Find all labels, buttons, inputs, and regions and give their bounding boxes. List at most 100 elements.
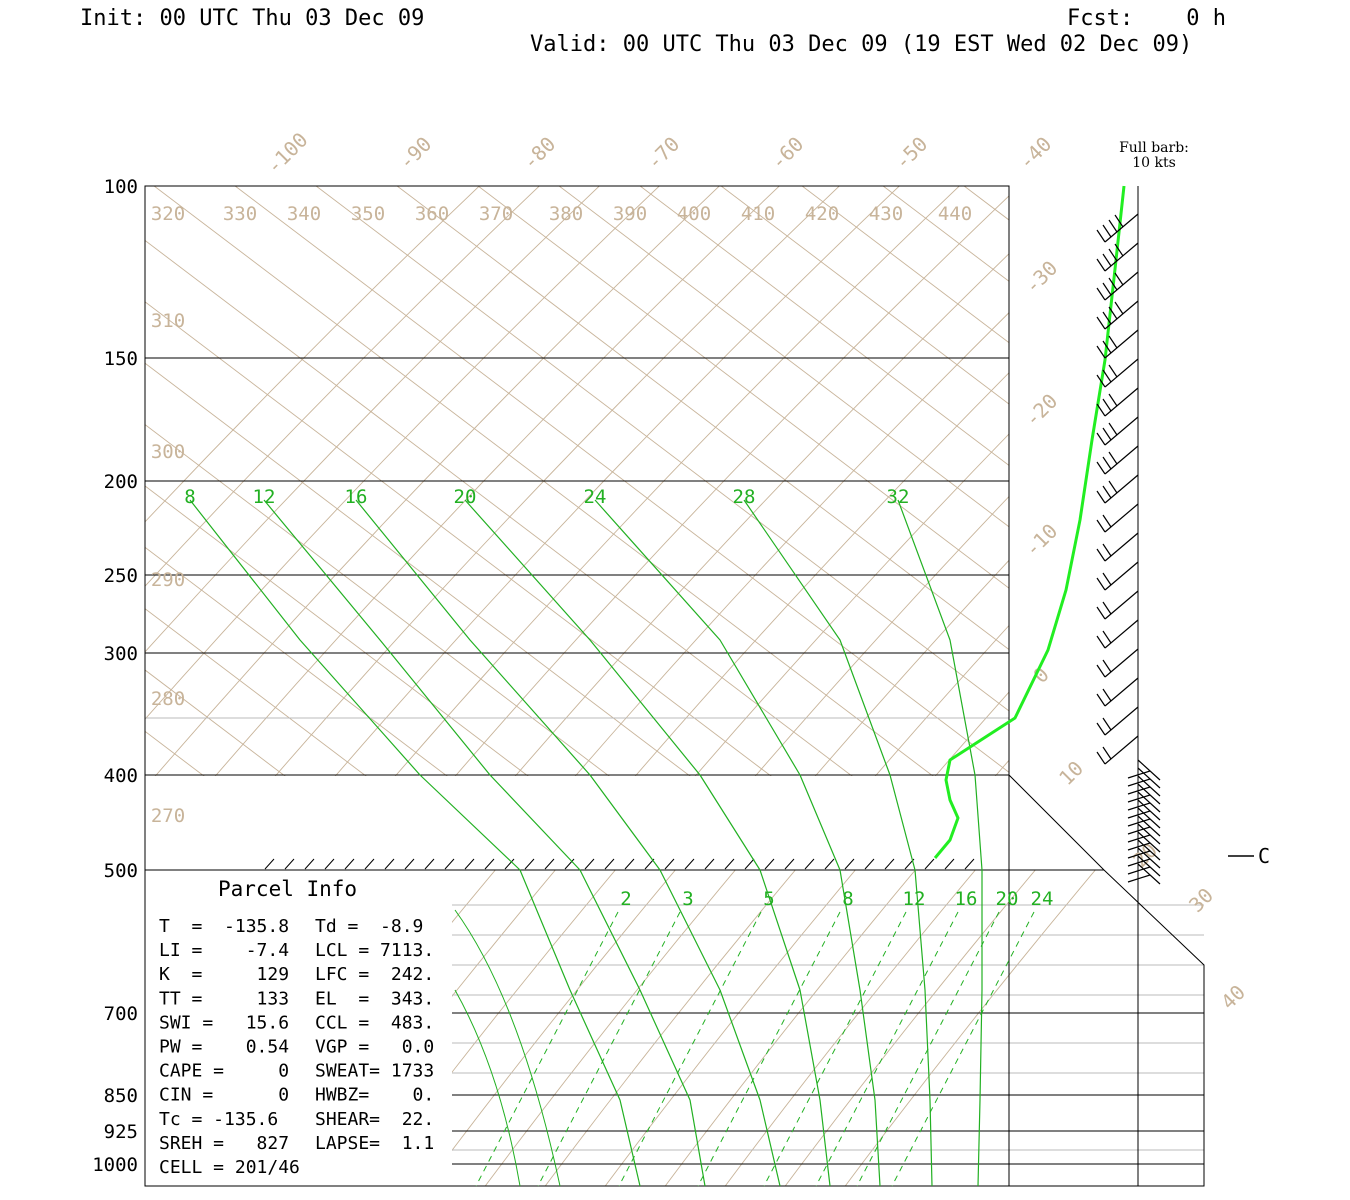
- moist-adiabat-8: [189, 499, 641, 1187]
- parcel-info-right-8: SHEAR= 22.: [315, 1109, 434, 1130]
- wind-barb: [1096, 735, 1139, 765]
- hatch-mark: [764, 858, 775, 870]
- mixing-ratio-line-20: [856, 911, 1000, 1187]
- hatch-mark: [604, 858, 615, 870]
- parcel-info-right-2: LFC = 242.: [315, 964, 434, 985]
- wind-barb: [1127, 831, 1161, 853]
- isotherm-label--90: -90: [394, 132, 437, 175]
- hatch-mark: [684, 858, 695, 870]
- hatch-mark: [364, 858, 375, 870]
- pressure-label-1000: 1000: [92, 1154, 138, 1176]
- isotherm-label-40: 40: [1216, 980, 1250, 1014]
- parcel-info-left-2: K = 129: [159, 964, 289, 985]
- isotherm-label--10: -10: [1020, 519, 1063, 562]
- wind-barb: [1096, 300, 1139, 330]
- theta-label-290: 290: [151, 569, 185, 591]
- theta-label-280: 280: [151, 688, 185, 710]
- mixing-ratio-line-5: [618, 911, 762, 1187]
- moist-adiabat-label-20: 20: [454, 486, 477, 508]
- theta-label-320: 320: [151, 203, 185, 225]
- hatch-mark: [504, 858, 515, 870]
- init-time-label: Init: 00 UTC Thu 03 Dec 09: [80, 6, 425, 31]
- parcel-info-left-6: CAPE = 0: [159, 1061, 289, 1082]
- theta-label-370: 370: [479, 203, 513, 225]
- temperature-profile: [933, 185, 1126, 859]
- moist-adiabat-12: [263, 499, 706, 1187]
- wind-barb: [1127, 791, 1161, 813]
- hatch-mark: [324, 858, 335, 870]
- hatch-mark: [564, 858, 575, 870]
- parcel-info-left-5: PW = 0.54: [159, 1037, 289, 1058]
- wind-barb: [1096, 213, 1139, 243]
- hatch-mark: [344, 858, 355, 870]
- wind-barb: [1127, 823, 1161, 845]
- moist-adiabat-label-12: 12: [253, 486, 276, 508]
- mixing-ratio-label-20: 20: [996, 888, 1019, 910]
- moist-adiabat-16: [355, 499, 781, 1187]
- hatch-mark: [824, 858, 835, 870]
- moist-adiabat-extra: [454, 989, 521, 1187]
- parcel-info-left-1: LI = -7.4: [159, 940, 289, 961]
- hatch-mark: [544, 858, 555, 870]
- parcel-info-left-7: CIN = 0: [159, 1085, 289, 1106]
- wind-barb: [1096, 561, 1139, 591]
- parcel-info-right-3: EL = 343.: [315, 988, 434, 1009]
- pressure-label-300: 300: [104, 643, 138, 665]
- forecast-hour-label: Fcst: 0 h: [1067, 6, 1226, 31]
- hatch-mark: [404, 858, 415, 870]
- moist-adiabat-label-8: 8: [184, 486, 195, 508]
- hatch-mark: [524, 858, 535, 870]
- pressure-label-925: 925: [104, 1121, 138, 1143]
- unit-marker-label: C: [1258, 844, 1270, 868]
- moist-adiabat-32: [897, 499, 983, 1187]
- hatch-mark: [864, 858, 875, 870]
- moist-adiabat-24: [594, 499, 881, 1187]
- moist-adiabat-label-28: 28: [733, 486, 756, 508]
- pressure-label-250: 250: [104, 565, 138, 587]
- hatch-mark: [664, 858, 675, 870]
- hatch-mark: [884, 858, 895, 870]
- wind-barb: [1096, 706, 1139, 736]
- wind-barb: [1096, 387, 1139, 417]
- wind-barb: [1096, 242, 1139, 272]
- isotherm-label-30: 30: [1184, 883, 1218, 917]
- hatch-mark: [584, 858, 595, 870]
- wind-barb: [1127, 767, 1161, 789]
- wind-barb: [1127, 759, 1161, 781]
- pressure-label-700: 700: [104, 1003, 138, 1025]
- parcel-info-right-4: CCL = 483.: [315, 1012, 434, 1033]
- wind-barb: [1096, 532, 1139, 562]
- parcel-info-right-0: Td = -8.9: [315, 916, 423, 937]
- isotherm-label--70: -70: [642, 132, 685, 175]
- wind-barb: [1127, 807, 1161, 829]
- parcel-info-left-0: T = -135.8: [159, 916, 289, 937]
- hatch-mark: [704, 858, 715, 870]
- moist-adiabat-20: [464, 499, 831, 1187]
- theta-label-380: 380: [549, 203, 583, 225]
- hatch-mark: [784, 858, 795, 870]
- isotherm-label--50: -50: [890, 132, 933, 175]
- mixing-ratio-line-2: [475, 911, 619, 1187]
- parcel-info-left-9: SREH = 827: [159, 1133, 289, 1154]
- mixing-ratio-label-3: 3: [682, 888, 693, 910]
- theta-label-390: 390: [613, 203, 647, 225]
- moist-adiabat-28: [743, 499, 933, 1187]
- chart-frame-lower: [145, 774, 1205, 1187]
- parcel-info-left-8: Tc = -135.6: [159, 1109, 278, 1130]
- hatch-mark: [384, 858, 395, 870]
- theta-label-400: 400: [677, 203, 711, 225]
- pressure-label-200: 200: [104, 471, 138, 493]
- hatch-mark: [964, 858, 975, 870]
- hatch-mark: [464, 858, 475, 870]
- hatch-mark: [484, 858, 495, 870]
- mixing-ratio-line-16: [815, 911, 959, 1187]
- barb-note-line2: 10 kts: [1132, 155, 1176, 171]
- isotherm-label--30: -30: [1020, 256, 1063, 299]
- mixing-ratio-line-3: [537, 911, 681, 1187]
- hatch-mark: [284, 858, 295, 870]
- wind-barb: [1127, 847, 1161, 869]
- wind-barb: [1096, 677, 1139, 707]
- hatch-mark: [424, 858, 435, 870]
- moist-adiabat-label-16: 16: [345, 486, 368, 508]
